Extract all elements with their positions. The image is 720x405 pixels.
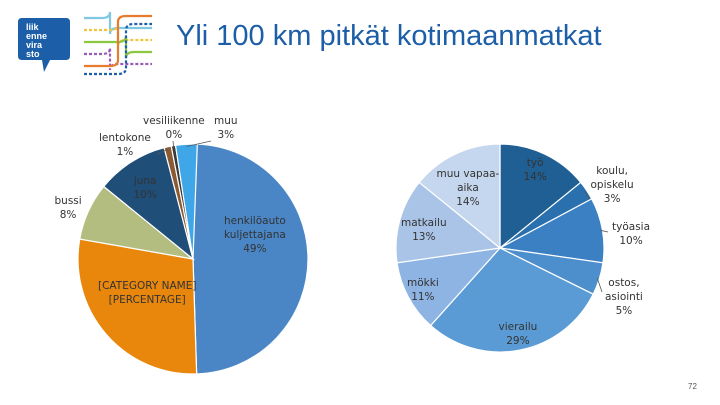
logo-line-3: vira — [26, 40, 43, 50]
pie-slice-juna — [102, 146, 195, 261]
pie-slice--category-name- — [77, 238, 198, 375]
data-label-matkailu: matkailu 13% — [401, 217, 447, 243]
data-label-koulu-opiskelu: koulu, opiskelu 3% — [590, 165, 634, 205]
arrow-line-5 — [84, 22, 152, 76]
data-label-mökki: mökki 11% — [407, 277, 439, 303]
logo-line-1: liik — [26, 22, 40, 32]
leader-line — [172, 140, 175, 148]
leader-line — [156, 148, 169, 155]
pie-slice-henkilöauto-kuljettajana — [192, 143, 309, 375]
logo: liik enne vira sto — [18, 18, 70, 72]
pie-slice-vierailu — [429, 247, 594, 353]
arrow-line-4 — [84, 14, 152, 68]
arrows-decoration-icon — [84, 11, 152, 76]
pie-slice-muu-vapaa-aika — [418, 143, 501, 250]
logo-line-4: sto — [26, 49, 40, 59]
data-label-vesiliikenne: vesiliikenne 0% — [143, 115, 205, 141]
logo-line-2: enne — [26, 31, 47, 41]
leader-line — [186, 140, 212, 147]
data-label-henkilöauto-kuljettajana: henkilöauto kuljettajana 49% — [224, 215, 286, 255]
data-label-työ: työ 14% — [523, 157, 547, 183]
arrow-line-3 — [84, 47, 152, 71]
pie-slice-työ — [499, 143, 582, 250]
data-label-lentokone: lentokone 1% — [99, 132, 151, 158]
data-label-muu: muu 3% — [214, 115, 238, 141]
leader-line — [600, 229, 609, 233]
data-label-vierailu: vierailu 29% — [498, 321, 538, 347]
leader-line — [584, 191, 591, 201]
page-number: 72 — [688, 382, 697, 391]
data-label-työasia: työasia 10% — [612, 221, 651, 247]
data-label-bussi: bussi 8% — [54, 195, 82, 221]
leader-line — [596, 278, 603, 293]
slide-title: Yli 100 km pitkät kotimaanmatkat — [176, 20, 602, 52]
data-label-juna: juna 10% — [133, 175, 157, 201]
pie-slice-mökki — [396, 247, 502, 327]
data-label-muu-vapaa-aika: muu vapaa- aika 14% — [436, 168, 500, 208]
pie-slice-matkailu — [395, 181, 502, 264]
data-label-ostos-asiointi: ostos, asiointi 5% — [605, 277, 643, 317]
data-label--category-name-: [CATEGORY NAME] [PERCENTAGE] — [98, 280, 197, 306]
